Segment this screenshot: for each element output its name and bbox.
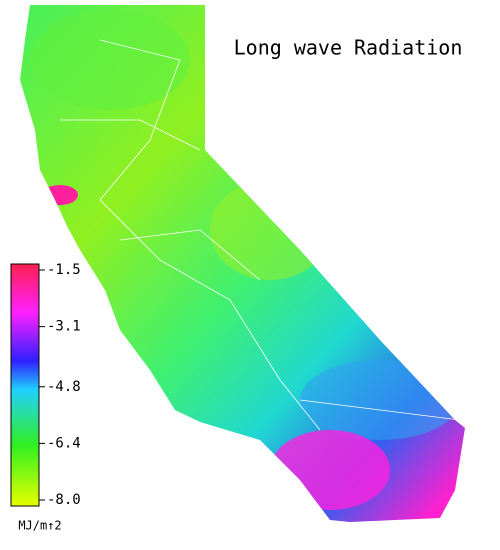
colorbar-tick-label: -3.1 — [47, 319, 81, 335]
colorbar-tick-label: -6.4 — [47, 435, 81, 451]
map-title: Long wave Radiation — [234, 36, 463, 60]
colorbar-tick-label: -4.8 — [47, 379, 81, 395]
colorbar — [10, 263, 40, 507]
colorbar-unit: MJ/m↑2 — [18, 519, 61, 533]
colorbar-tick-label: -1.5 — [47, 262, 81, 278]
colorbar-tick-label: -8.0 — [47, 492, 81, 508]
